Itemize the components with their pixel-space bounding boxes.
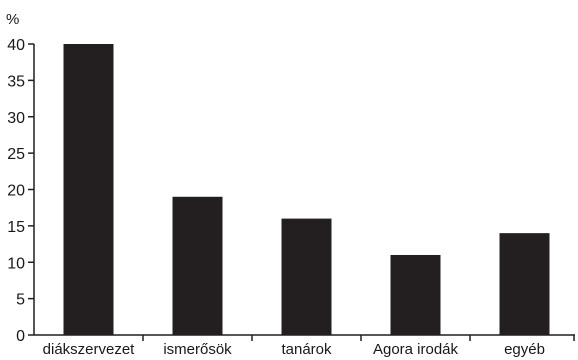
y-tick-label: 5	[16, 292, 25, 309]
bar	[63, 44, 114, 335]
x-category-label: egyéb	[504, 341, 545, 358]
y-tick-label: 15	[7, 219, 25, 236]
y-axis-ticks: 0 5 10 15 20 25 30 35 40	[7, 37, 34, 345]
x-category-label: Agora irodák	[373, 341, 459, 358]
bar	[172, 196, 223, 335]
bar	[390, 254, 441, 335]
y-tick-label: 0	[16, 328, 25, 345]
y-tick-label: 40	[7, 37, 25, 54]
y-axis-unit-label: %	[6, 11, 19, 28]
y-tick-label: 25	[7, 146, 25, 163]
x-axis-ticks: diákszervezet ismerősök tanárok Agora irodá…	[43, 335, 575, 358]
x-category-label: tanárok	[281, 341, 332, 358]
y-tick-label: 30	[7, 110, 25, 127]
y-tick-label: 35	[7, 73, 25, 90]
y-tick-label: 20	[7, 183, 25, 200]
x-category-label: diákszervezet	[43, 341, 136, 358]
bar	[281, 218, 332, 335]
bar	[499, 233, 550, 335]
bars	[63, 44, 550, 335]
x-category-label: ismerősök	[163, 341, 232, 358]
y-tick-label: 10	[7, 255, 25, 272]
